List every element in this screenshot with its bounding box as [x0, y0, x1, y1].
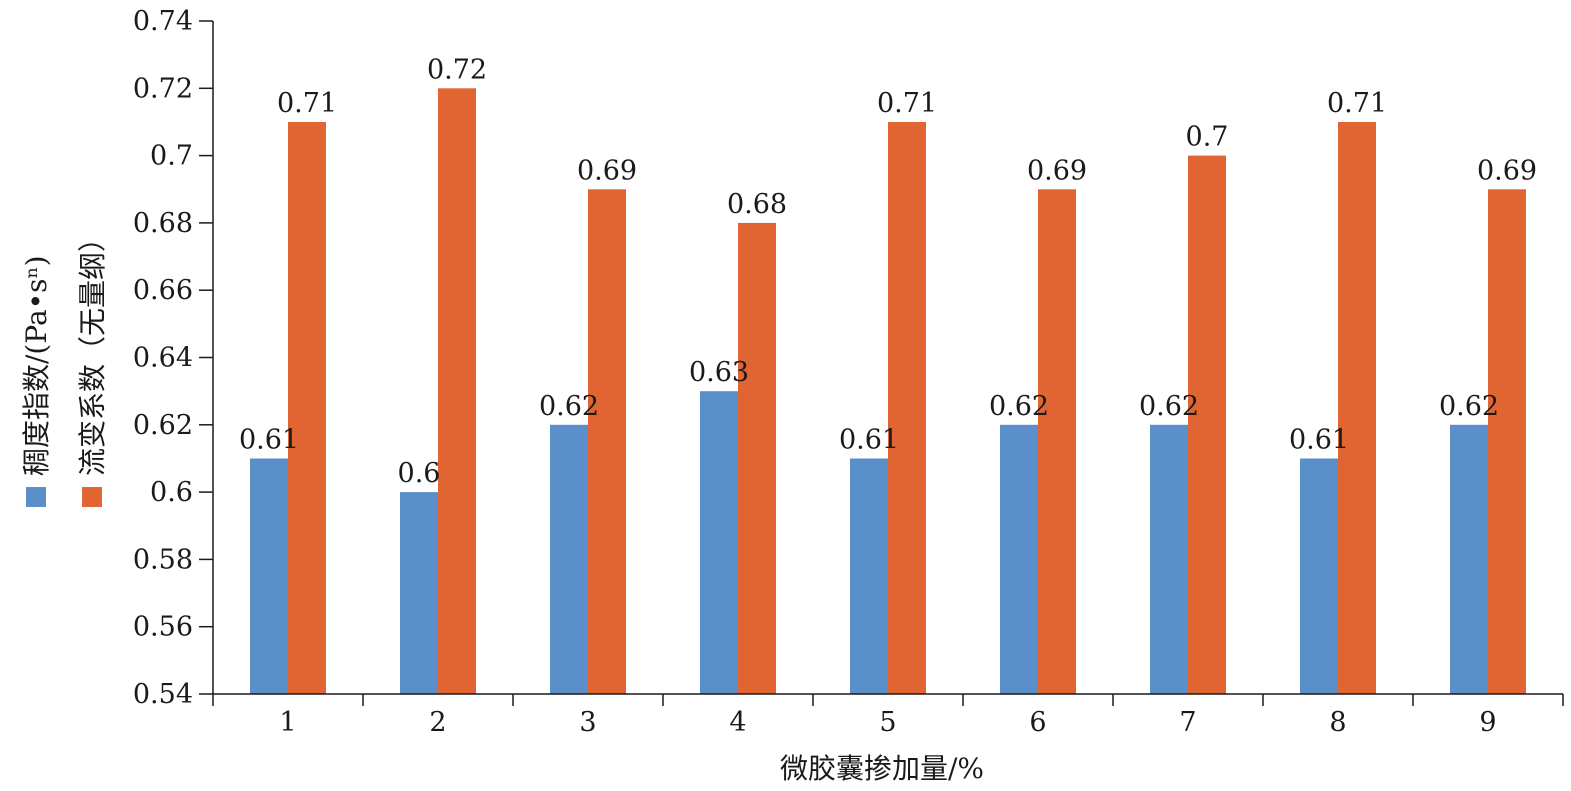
y-tick-label: 0.66 — [133, 275, 193, 306]
bars-group — [250, 88, 1526, 695]
data-label: 0.71 — [1327, 88, 1387, 119]
data-label: 0.71 — [277, 88, 337, 119]
bar-consistency-index-1 — [250, 458, 288, 694]
bar-consistency-index-5 — [850, 458, 888, 694]
legend-label-flow-index: 流变系数（无量纲） — [76, 224, 109, 476]
y-tick-label: 0.7 — [150, 141, 193, 172]
data-label: 0.62 — [1439, 391, 1499, 422]
y-tick-label: 0.72 — [133, 73, 193, 104]
data-label: 0.63 — [689, 357, 749, 388]
data-label: 0.61 — [839, 425, 899, 456]
x-tick-label: 1 — [279, 707, 296, 738]
y-tick-label: 0.68 — [133, 208, 193, 239]
data-label: 0.62 — [989, 391, 1049, 422]
data-label: 0.69 — [1027, 155, 1087, 186]
bar-flow-index-9 — [1488, 189, 1526, 695]
y-tick-label: 0.58 — [133, 544, 193, 575]
data-label: 0.6 — [398, 458, 441, 489]
legend: 稠度指数/(Pa•sⁿ) 流变系数（无量纲） — [20, 224, 109, 507]
bar-flow-index-5 — [888, 122, 926, 694]
x-axis-title: 微胶囊掺加量/% — [780, 752, 984, 785]
bar-flow-index-8 — [1338, 122, 1376, 694]
data-label: 0.69 — [577, 155, 637, 186]
bar-consistency-index-3 — [550, 424, 588, 694]
x-tick-label: 3 — [579, 707, 596, 738]
data-labels-group: 0.61 0.6 0.62 0.63 0.61 0.62 0.62 0.61 0.62 0.71 0… — [239, 54, 1537, 489]
y-tick-label: 0.64 — [133, 343, 193, 374]
legend-label-consistency-index: 稠度指数/(Pa•sⁿ) — [20, 255, 53, 476]
x-tick-label: 4 — [729, 707, 746, 738]
bar-flow-index-4 — [738, 222, 776, 694]
bar-flow-index-2 — [438, 88, 476, 695]
bar-flow-index-3 — [588, 189, 626, 695]
data-label: 0.61 — [1289, 425, 1349, 456]
y-tick-label: 0.62 — [133, 410, 193, 441]
data-label: 0.69 — [1477, 155, 1537, 186]
legend-swatch-consistency-index — [26, 487, 46, 507]
bar-flow-index-7 — [1188, 155, 1226, 695]
legend-swatch-flow-index — [82, 487, 102, 507]
data-label: 0.62 — [1139, 391, 1199, 422]
bar-consistency-index-4 — [700, 391, 738, 694]
data-label: 0.71 — [877, 88, 937, 119]
x-tick-label: 6 — [1029, 707, 1046, 738]
x-tick-label: 2 — [429, 707, 446, 738]
x-tick-label: 7 — [1179, 707, 1196, 738]
x-tick-label: 8 — [1329, 707, 1346, 738]
y-tick-label: 0.56 — [133, 612, 193, 643]
bar-flow-index-1 — [288, 122, 326, 694]
bar-consistency-index-2 — [400, 492, 438, 694]
bar-flow-index-6 — [1038, 189, 1076, 695]
bar-consistency-index-8 — [1300, 458, 1338, 694]
x-tick-label: 5 — [879, 707, 896, 738]
data-label: 0.72 — [427, 54, 487, 85]
data-label: 0.68 — [727, 189, 787, 220]
y-tick-label: 0.54 — [133, 679, 193, 710]
bar-consistency-index-9 — [1450, 424, 1488, 694]
bar-consistency-index-6 — [1000, 424, 1038, 694]
data-label: 0.7 — [1186, 122, 1229, 153]
y-tick-label: 0.6 — [150, 477, 193, 508]
bar-consistency-index-7 — [1150, 424, 1188, 694]
data-label: 0.61 — [239, 425, 299, 456]
x-tick-label: 9 — [1479, 707, 1496, 738]
data-label: 0.62 — [539, 391, 599, 422]
axes-group: 0.540.560.580.60.620.640.660.680.70.720.… — [133, 6, 1564, 738]
y-tick-label: 0.74 — [133, 6, 193, 37]
